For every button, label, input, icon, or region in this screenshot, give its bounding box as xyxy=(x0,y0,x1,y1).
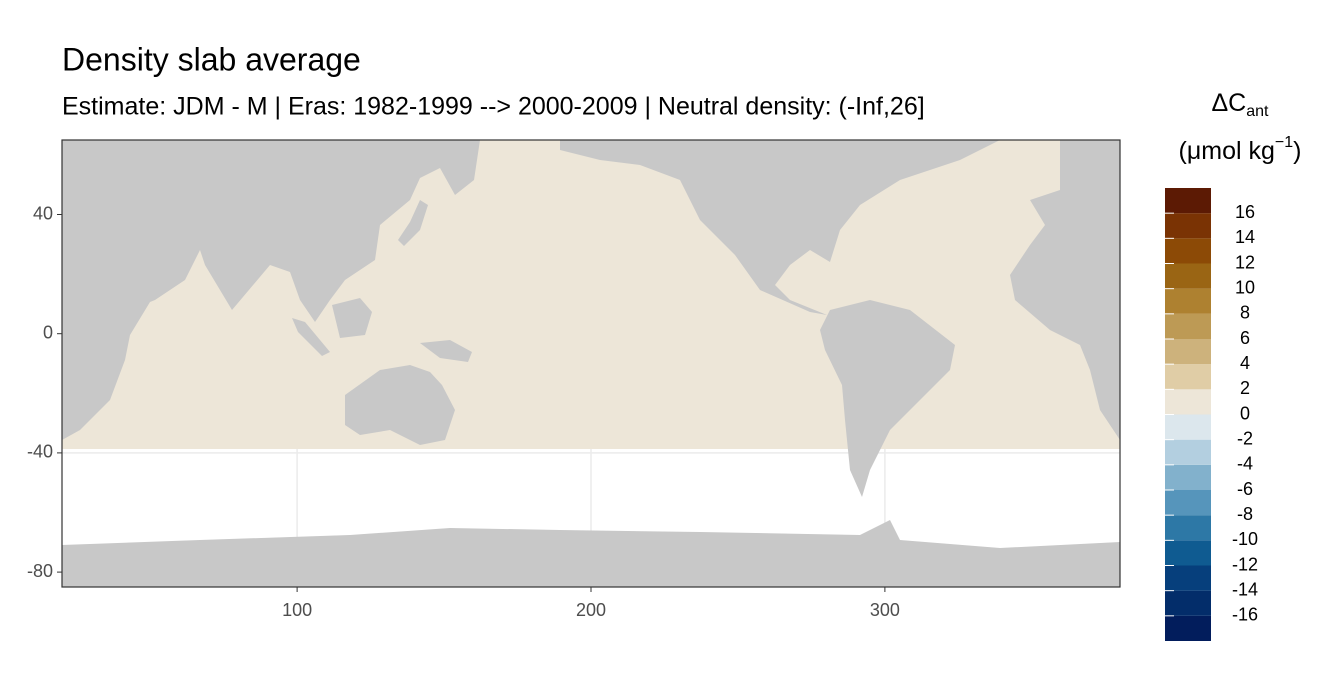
legend-units-sup: −1 xyxy=(1275,134,1293,151)
europe-africa-east xyxy=(1010,140,1120,440)
y-tick-label: -80 xyxy=(27,561,53,581)
colorbar-tick-label: -10 xyxy=(1232,529,1258,549)
colorbar-bin xyxy=(1165,213,1211,239)
colorbar-bin xyxy=(1165,313,1211,339)
colorbar-tick-label: -4 xyxy=(1237,454,1253,474)
y-tick-label: -40 xyxy=(27,442,53,462)
x-tick-label: 100 xyxy=(282,600,312,620)
eurasia-africa xyxy=(62,140,480,440)
colorbar-bin xyxy=(1165,188,1211,214)
colorbar-tick-label: -8 xyxy=(1237,504,1253,524)
colorbar-bin xyxy=(1165,464,1211,490)
legend-title-sub: ant xyxy=(1246,103,1269,120)
south-america xyxy=(820,300,955,497)
legend-title: ΔCant xyxy=(1211,89,1269,121)
y-tick-label: 40 xyxy=(33,203,53,223)
colorbar-tick-label: -6 xyxy=(1237,479,1253,499)
sumatra xyxy=(292,318,330,356)
colorbar-bin xyxy=(1165,288,1211,314)
legend-units-end: ) xyxy=(1293,137,1301,165)
japan xyxy=(398,200,428,246)
chart-subtitle: Estimate: JDM - M | Eras: 1982-1999 --> … xyxy=(62,93,925,121)
colorbar-bin xyxy=(1165,414,1211,440)
colorbar-bin xyxy=(1165,540,1211,566)
colorbar-tick-label: 16 xyxy=(1235,202,1255,222)
y-tick-label: 0 xyxy=(43,322,53,342)
legend-title-main: ΔC xyxy=(1211,89,1246,117)
colorbar-bin xyxy=(1165,389,1211,415)
colorbar-tick-label: 12 xyxy=(1235,252,1255,272)
colorbar-tick-label: -16 xyxy=(1232,605,1258,625)
colorbar-tick-label: 6 xyxy=(1240,328,1250,348)
colorbar-bin xyxy=(1165,565,1211,591)
colorbar-tick-label: -12 xyxy=(1232,554,1258,574)
colorbar-tick-label: 10 xyxy=(1235,277,1255,297)
north-america xyxy=(560,140,1000,315)
colorbar-tick-label: 4 xyxy=(1240,353,1250,373)
colorbar-bin xyxy=(1165,263,1211,289)
colorbar-bin xyxy=(1165,490,1211,516)
colorbar-bin xyxy=(1165,364,1211,390)
colorbar-tick-label: 0 xyxy=(1240,403,1250,423)
colorbar-tick-label: -2 xyxy=(1237,428,1253,448)
colorbar-tick-label: 14 xyxy=(1235,227,1255,247)
x-tick-label: 300 xyxy=(870,600,900,620)
colorbar-bin xyxy=(1165,515,1211,541)
chart-title: Density slab average xyxy=(62,41,361,77)
colorbar-bin xyxy=(1165,339,1211,365)
new-guinea xyxy=(420,340,472,362)
colorbar-bin xyxy=(1165,439,1211,465)
colorbar-tick-label: 2 xyxy=(1240,378,1250,398)
colorbar-bin xyxy=(1165,615,1211,641)
colorbar-bin xyxy=(1165,238,1211,264)
x-tick-label: 200 xyxy=(576,600,606,620)
legend-units-main: (μmol kg xyxy=(1179,137,1275,165)
colorbar-tick-label: -14 xyxy=(1232,579,1258,599)
legend-units: (μmol kg−1) xyxy=(1179,134,1302,164)
australia xyxy=(345,365,455,445)
colorbar-tick-label: 8 xyxy=(1240,303,1250,323)
antarctica xyxy=(62,520,1120,587)
borneo xyxy=(332,298,372,338)
land xyxy=(62,140,1120,587)
colorbar-bin xyxy=(1165,590,1211,616)
